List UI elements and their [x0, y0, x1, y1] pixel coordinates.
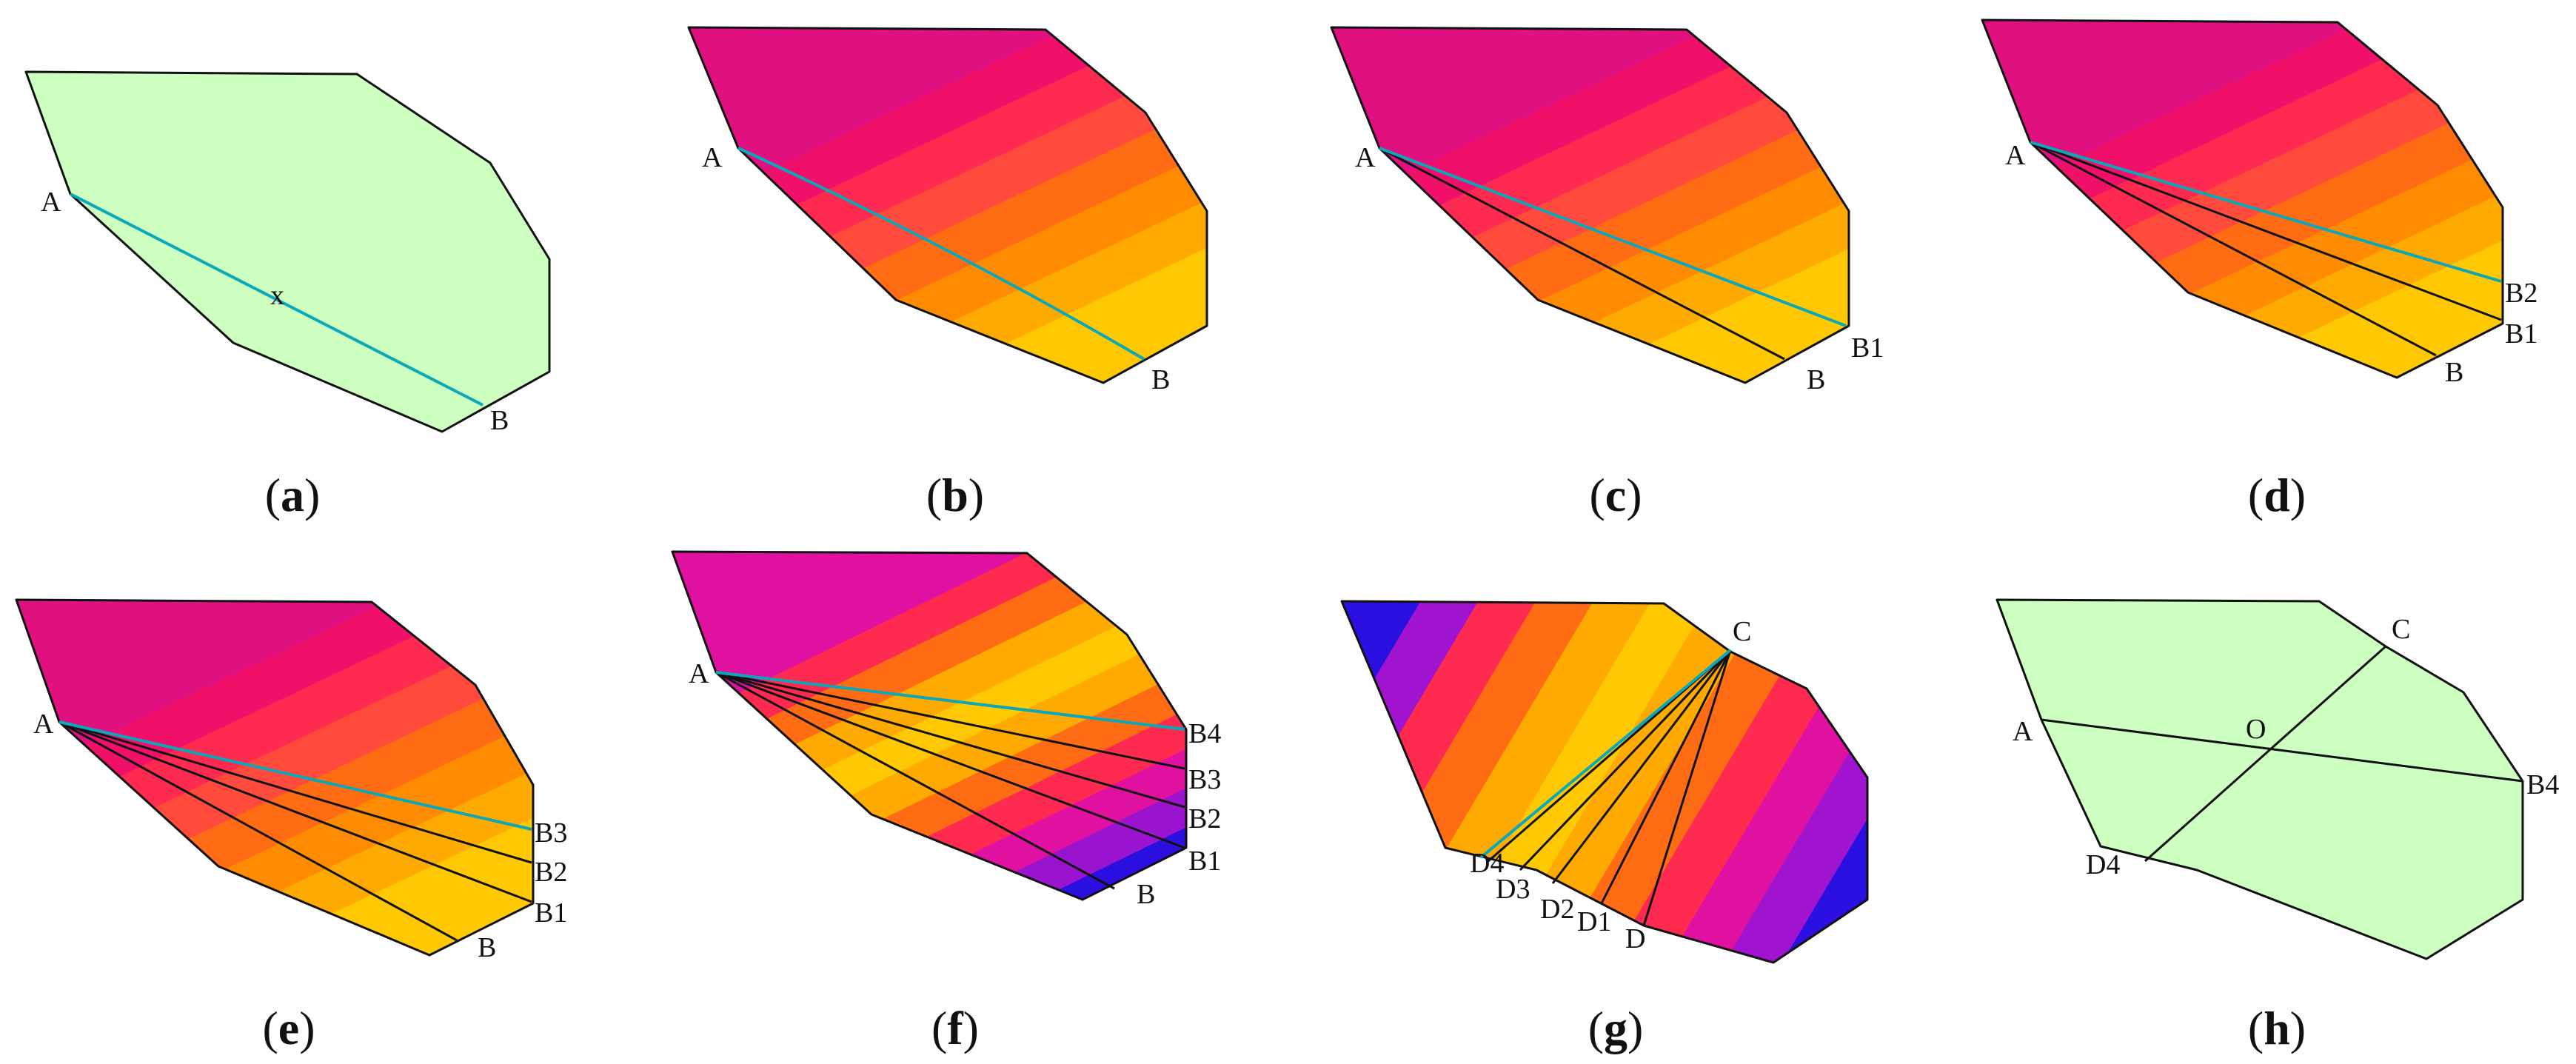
point-label-d2: D2: [1540, 894, 1574, 925]
point-label-d: D: [1625, 923, 1645, 954]
scan-line: [2030, 141, 2437, 357]
scan-line: [715, 671, 1115, 890]
point-label-b1: B1: [535, 897, 567, 929]
selected-chord: [1479, 649, 1732, 859]
point-label-b2: B2: [1188, 803, 1221, 834]
point-label-b4: B4: [1188, 718, 1221, 749]
point-label-b2: B2: [2505, 278, 2537, 309]
point-label-a: A: [689, 658, 709, 689]
scan-line: [1551, 649, 1732, 884]
scan-line: [715, 671, 1185, 809]
panel-d: A B B1 B2 (d): [1981, 19, 2537, 521]
point-label-a: A: [702, 142, 723, 173]
selected-chord: [58, 720, 532, 831]
point-label-b: B: [1807, 364, 1825, 395]
point-label-d3: D3: [1496, 874, 1530, 905]
point-label-b: B: [490, 405, 509, 436]
point-label-a: A: [2005, 140, 2026, 171]
point-label-d4: D4: [2086, 849, 2120, 880]
point-label-b2: B2: [535, 857, 567, 888]
point-label-c: C: [1733, 616, 1751, 647]
panel-caption-b: (b): [926, 469, 984, 521]
panel-caption-a: (a): [265, 469, 321, 521]
scan-line: [715, 671, 1185, 770]
point-label-b3: B3: [1188, 764, 1221, 795]
panel-caption-g: (g): [1588, 1002, 1644, 1054]
panel-c: A B B1 (c): [1330, 26, 1884, 521]
panel-caption-f: (f): [931, 1002, 979, 1054]
panel-b: A B (b): [687, 26, 1208, 521]
selected-chord: [2030, 141, 2502, 283]
panel-e: A B B1 B2 B3 (e): [15, 598, 567, 1054]
point-label-a: A: [41, 187, 61, 218]
point-label-b1: B1: [1188, 846, 1221, 877]
scan-line: [2030, 141, 2502, 321]
point-label-b: B: [1137, 879, 1155, 910]
panel-caption-e: (e): [262, 1002, 315, 1054]
selected-chord: [70, 193, 484, 406]
panel-a: x A B (a): [24, 70, 551, 521]
point-label-b1: B1: [1851, 332, 1884, 364]
scan-line: [58, 720, 458, 942]
panel-caption-h: (h): [2248, 1002, 2306, 1054]
point-label-b: B: [2445, 357, 2463, 388]
panel-caption-c: (c): [1589, 469, 1642, 521]
panel-caption-d: (d): [2248, 469, 2306, 521]
selected-chord: [2041, 718, 2523, 783]
point-label-o: O: [2246, 714, 2266, 745]
panel-f: A B B1 B2 B3 B4 (f): [671, 550, 1221, 1054]
point-label-a: A: [2013, 716, 2033, 747]
selected-chord: [715, 671, 1185, 731]
scan-line: [1379, 147, 1785, 361]
scan-line: [1600, 649, 1732, 904]
polygon-shape: [24, 70, 551, 433]
center-mark: x: [270, 280, 284, 311]
point-label-b: B: [478, 932, 496, 963]
point-label-a: A: [1355, 142, 1376, 173]
point-label-b3: B3: [535, 817, 567, 849]
polygon-shape: [1981, 19, 2504, 379]
scan-line: [1519, 649, 1732, 871]
scan-line: [58, 720, 532, 903]
point-label-d1: D1: [1577, 906, 1611, 937]
point-label-a: A: [33, 709, 54, 740]
scan-line: [715, 671, 1185, 849]
scan-line: [1642, 649, 1732, 926]
point-label-b: B: [1151, 364, 1170, 395]
scan-line: [58, 720, 532, 864]
selected-chord: [1379, 147, 1847, 327]
polygon-shape: [1995, 598, 2524, 960]
selected-chord: [2144, 645, 2386, 863]
polygon-shape: [671, 550, 1188, 901]
polygon-shape: [687, 26, 1208, 384]
point-label-b1: B1: [2505, 318, 2537, 349]
point-label-c: C: [2392, 614, 2410, 645]
polygon-shape: [1330, 26, 1850, 384]
polygon-shape: [15, 598, 535, 957]
point-label-d4: D4: [1470, 848, 1504, 879]
selected-chord: [737, 147, 1145, 361]
panel-h: A C O B4 D4 (h): [1995, 598, 2559, 1054]
point-label-b4: B4: [2526, 769, 2559, 800]
panel-g: C D D1 D2 D3 D4 (g): [1340, 600, 1869, 1054]
